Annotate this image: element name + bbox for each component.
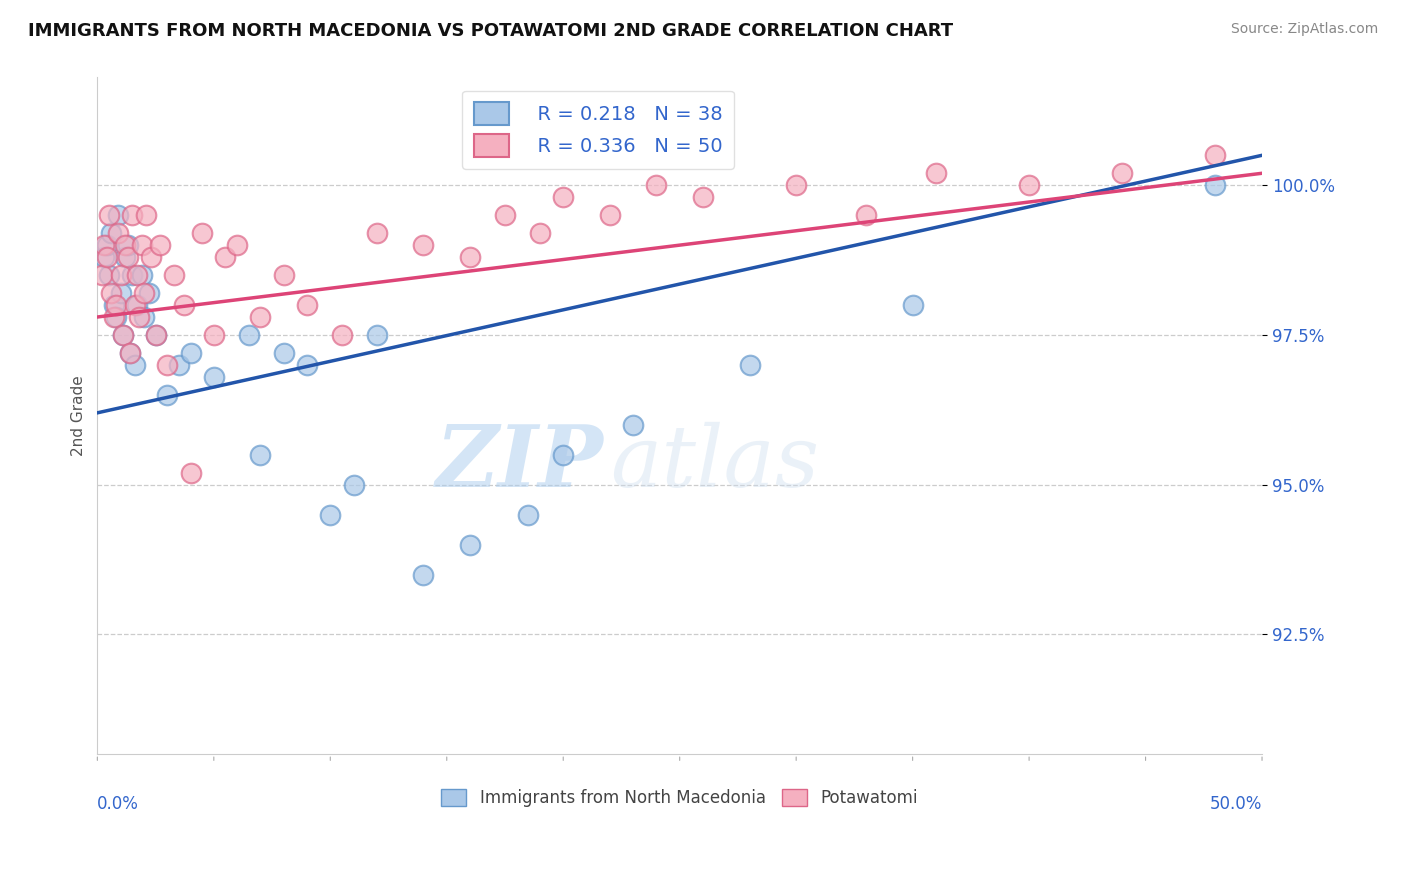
Point <box>93 238 115 252</box>
Point <box>103 310 125 324</box>
Point <box>191 226 214 240</box>
Point <box>107 208 129 222</box>
Point <box>117 250 139 264</box>
Point <box>901 298 924 312</box>
Point <box>1204 148 1226 162</box>
Point <box>138 286 160 301</box>
Point <box>330 328 353 343</box>
Point <box>125 268 148 282</box>
Point <box>100 286 122 301</box>
Point <box>121 268 143 282</box>
Point <box>295 298 318 312</box>
Text: ZIP: ZIP <box>436 421 605 505</box>
Point <box>273 346 295 360</box>
Y-axis label: 2nd Grade: 2nd Grade <box>72 376 86 456</box>
Point <box>342 477 364 491</box>
Point <box>98 268 121 282</box>
Point <box>319 508 342 522</box>
Point <box>114 238 136 252</box>
Point <box>124 298 146 312</box>
Point <box>1204 178 1226 193</box>
Point <box>855 208 877 222</box>
Point <box>366 328 388 343</box>
Point <box>111 328 134 343</box>
Point <box>458 250 481 264</box>
Point <box>202 370 225 384</box>
Point <box>132 286 155 301</box>
Point <box>103 298 125 312</box>
Point <box>98 208 121 222</box>
Point <box>131 268 153 282</box>
Point <box>621 417 644 432</box>
Point <box>125 298 148 312</box>
Legend: Immigrants from North Macedonia, Potawatomi: Immigrants from North Macedonia, Potawat… <box>434 782 925 814</box>
Point <box>118 346 141 360</box>
Point <box>117 238 139 252</box>
Point <box>173 298 195 312</box>
Point <box>111 328 134 343</box>
Text: Source: ZipAtlas.com: Source: ZipAtlas.com <box>1230 22 1378 37</box>
Point <box>494 208 516 222</box>
Point <box>273 268 295 282</box>
Point <box>104 310 127 324</box>
Point <box>100 226 122 240</box>
Point <box>107 226 129 240</box>
Point <box>226 238 249 252</box>
Point <box>145 328 167 343</box>
Point <box>412 567 434 582</box>
Point <box>1018 178 1040 193</box>
Point <box>180 346 202 360</box>
Point <box>553 448 575 462</box>
Point <box>1111 166 1133 180</box>
Point <box>110 268 132 282</box>
Point <box>121 208 143 222</box>
Point <box>238 328 260 343</box>
Point <box>110 286 132 301</box>
Point <box>553 190 575 204</box>
Point <box>180 466 202 480</box>
Point <box>139 250 162 264</box>
Point <box>738 358 761 372</box>
Point <box>132 310 155 324</box>
Point <box>925 166 948 180</box>
Point <box>599 208 621 222</box>
Point <box>412 238 434 252</box>
Point <box>249 448 271 462</box>
Point <box>96 238 118 252</box>
Point <box>529 226 551 240</box>
Point <box>163 268 186 282</box>
Point <box>96 250 118 264</box>
Point <box>114 250 136 264</box>
Point <box>124 358 146 372</box>
Point <box>145 328 167 343</box>
Point <box>131 238 153 252</box>
Point <box>104 298 127 312</box>
Point <box>156 358 179 372</box>
Point <box>366 226 388 240</box>
Point <box>167 358 190 372</box>
Point <box>91 268 114 282</box>
Text: 50.0%: 50.0% <box>1209 795 1263 813</box>
Point <box>135 208 157 222</box>
Point <box>785 178 807 193</box>
Point <box>458 538 481 552</box>
Point <box>517 508 540 522</box>
Point <box>156 388 179 402</box>
Point <box>645 178 668 193</box>
Text: 0.0%: 0.0% <box>97 795 139 813</box>
Text: atlas: atlas <box>610 422 818 505</box>
Point <box>295 358 318 372</box>
Point <box>202 328 225 343</box>
Point <box>93 250 115 264</box>
Text: IMMIGRANTS FROM NORTH MACEDONIA VS POTAWATOMI 2ND GRADE CORRELATION CHART: IMMIGRANTS FROM NORTH MACEDONIA VS POTAW… <box>28 22 953 40</box>
Point <box>692 190 714 204</box>
Point <box>214 250 236 264</box>
Point <box>149 238 172 252</box>
Point <box>249 310 271 324</box>
Point <box>128 310 150 324</box>
Point <box>118 346 141 360</box>
